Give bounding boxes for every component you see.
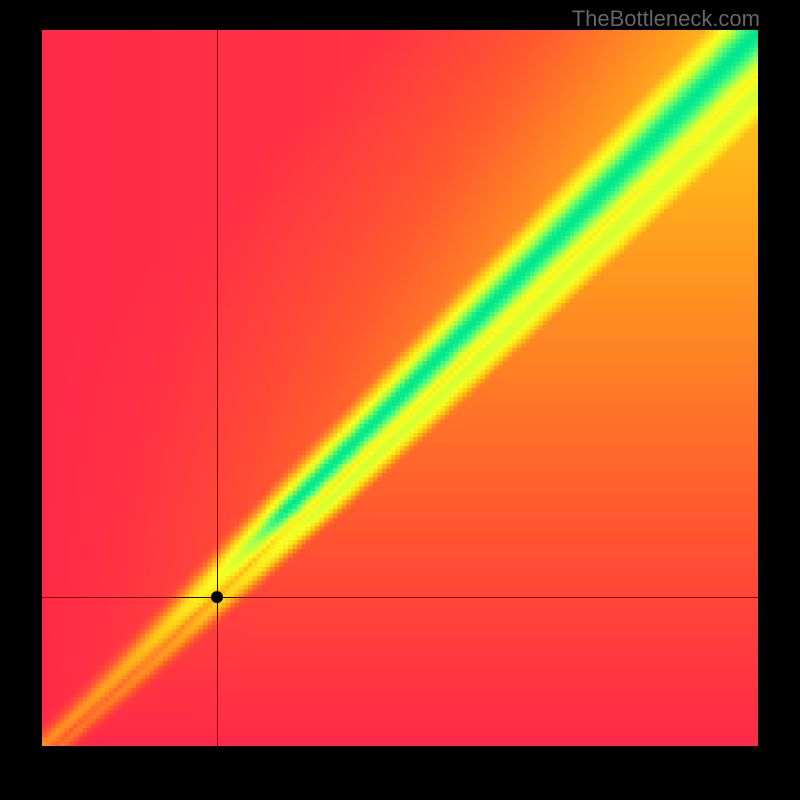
heatmap-canvas bbox=[42, 30, 758, 746]
crosshair-horizontal bbox=[42, 597, 758, 598]
chart-container: TheBottleneck.com bbox=[0, 0, 800, 800]
watermark-text: TheBottleneck.com bbox=[572, 6, 760, 32]
plot-area bbox=[42, 30, 758, 746]
crosshair-vertical bbox=[217, 30, 218, 746]
sample-point-marker bbox=[211, 591, 223, 603]
